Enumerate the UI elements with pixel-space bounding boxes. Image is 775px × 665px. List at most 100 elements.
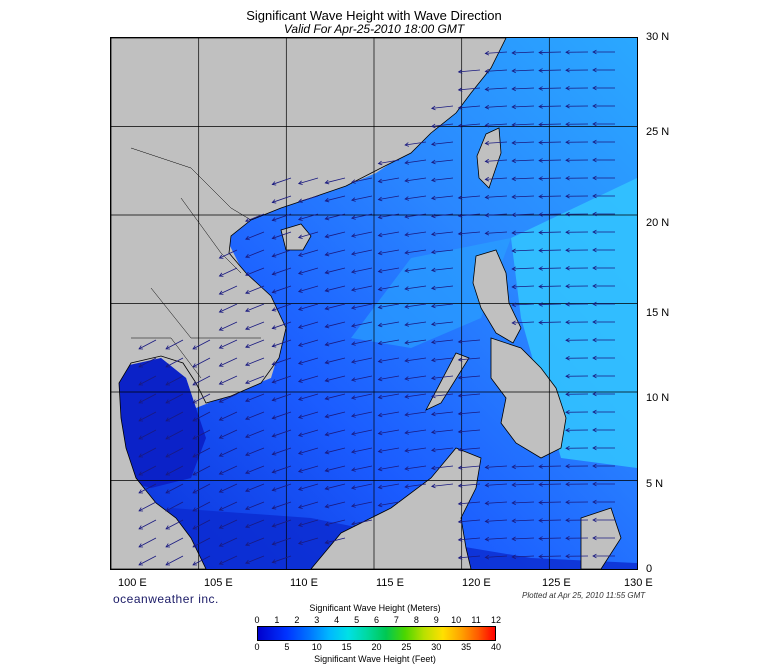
wave-direction-arrows: [138, 49, 615, 566]
wave-arrow-head: [565, 85, 570, 91]
colorbar-meter-tick: 7: [393, 615, 399, 625]
wave-arrow: [245, 411, 265, 420]
oceanweather-logo: oceanweather inc.: [113, 592, 219, 606]
wave-arrow-head: [218, 362, 224, 367]
wave-arrow: [485, 159, 508, 162]
wave-arrow-head: [138, 471, 144, 476]
wave-arrow-head: [404, 196, 410, 201]
wave-arrow-head: [138, 525, 144, 530]
wave-arrow: [539, 141, 562, 143]
wave-arrow-head: [538, 554, 543, 559]
wave-arrow-head: [324, 413, 330, 419]
wave-arrow: [272, 447, 292, 455]
wave-arrow-head: [165, 417, 171, 422]
wave-arrow: [325, 285, 346, 292]
wave-arrow-head: [351, 287, 356, 292]
wave-arrow-head: [565, 67, 570, 73]
wave-arrow-head: [351, 521, 356, 526]
wave-arrow-head: [271, 181, 277, 186]
wave-arrow-head: [297, 414, 303, 419]
wave-arrow: [351, 249, 373, 255]
wave-arrow: [138, 429, 157, 440]
wave-arrow-head: [138, 399, 144, 404]
wave-arrow: [298, 375, 319, 383]
wave-arrow: [298, 303, 319, 311]
wave-arrow: [512, 321, 535, 324]
colorbar-feet-tick: 25: [401, 642, 412, 652]
wave-arrow-head: [324, 395, 330, 401]
wave-arrow-head: [324, 467, 330, 473]
wave-arrow: [165, 411, 184, 422]
wave-arrow: [272, 501, 292, 509]
lat-label-0: 0: [646, 563, 653, 575]
wave-arrow-head: [430, 213, 436, 219]
lat-label-20n: 20 N: [646, 217, 670, 229]
wave-arrow: [298, 501, 319, 509]
wave-arrow: [219, 267, 238, 277]
wave-arrow: [325, 483, 346, 490]
wave-arrow: [539, 69, 562, 71]
wave-arrow: [512, 87, 535, 90]
wave-arrow: [325, 231, 346, 238]
wave-arrow-head: [484, 536, 490, 542]
wave-arrow-head: [245, 217, 250, 223]
wave-arrow: [378, 159, 400, 164]
wave-arrow-head: [511, 554, 516, 560]
wave-arrow: [192, 501, 211, 512]
wave-arrow-head: [457, 411, 463, 416]
wave-arrow-head: [377, 286, 383, 292]
wave-arrow: [458, 465, 481, 469]
wave-arrow-head: [484, 194, 490, 200]
wave-arrow: [458, 537, 481, 541]
wave-arrow-head: [324, 305, 330, 311]
wave-arrow: [458, 519, 481, 523]
wave-arrow-head: [271, 199, 277, 204]
wave-arrow-head: [565, 283, 570, 289]
wave-arrow-head: [484, 158, 490, 164]
wave-arrow-head: [592, 175, 597, 181]
wave-arrow: [351, 195, 373, 201]
colorbar-feet-tick: 30: [431, 642, 442, 652]
wave-arrow-head: [538, 518, 543, 523]
wave-arrow-head: [538, 500, 543, 505]
wave-arrow-head: [324, 287, 330, 293]
lat-label-5n: 5 N: [646, 478, 664, 490]
wave-arrow-head: [457, 483, 463, 488]
wave-arrow: [405, 303, 427, 308]
wave-arrow: [485, 141, 508, 144]
wave-arrow-head: [165, 471, 171, 476]
wave-arrow-head: [218, 470, 224, 475]
wave-arrow-head: [351, 215, 356, 220]
wave-arrow-head: [351, 503, 356, 508]
wave-arrow-head: [404, 250, 410, 255]
wave-arrow-head: [165, 363, 171, 368]
wave-arrow-head: [592, 337, 597, 343]
wave-arrow: [405, 393, 427, 398]
wave-arrow: [485, 519, 508, 522]
luzon-strait-swell: [351, 238, 511, 348]
wave-arrow: [378, 501, 400, 506]
wave-arrow: [272, 339, 292, 347]
wave-arrow-head: [377, 178, 383, 184]
wave-arrow: [165, 537, 184, 548]
wave-arrow-head: [484, 500, 490, 506]
wave-arrow-head: [192, 543, 198, 548]
wave-arrow-head: [404, 340, 410, 345]
wave-arrow-head: [511, 320, 516, 326]
wave-arrow: [458, 447, 481, 451]
colorbar-feet-tick: 15: [341, 642, 352, 652]
wave-arrow-head: [271, 217, 277, 222]
wave-arrow: [272, 465, 292, 473]
wave-arrow: [485, 483, 508, 486]
wave-arrow-head: [271, 307, 277, 312]
wave-arrow: [272, 429, 292, 437]
wave-arrow-head: [245, 379, 250, 385]
wave-arrow-head: [565, 535, 570, 541]
wave-arrow-head: [165, 561, 171, 566]
wave-arrow: [245, 267, 265, 276]
wave-arrow-head: [592, 85, 597, 91]
wave-arrow: [138, 519, 157, 530]
wave-arrow-head: [430, 105, 436, 111]
wave-arrow-head: [271, 415, 277, 420]
wave-arrow: [485, 465, 508, 468]
